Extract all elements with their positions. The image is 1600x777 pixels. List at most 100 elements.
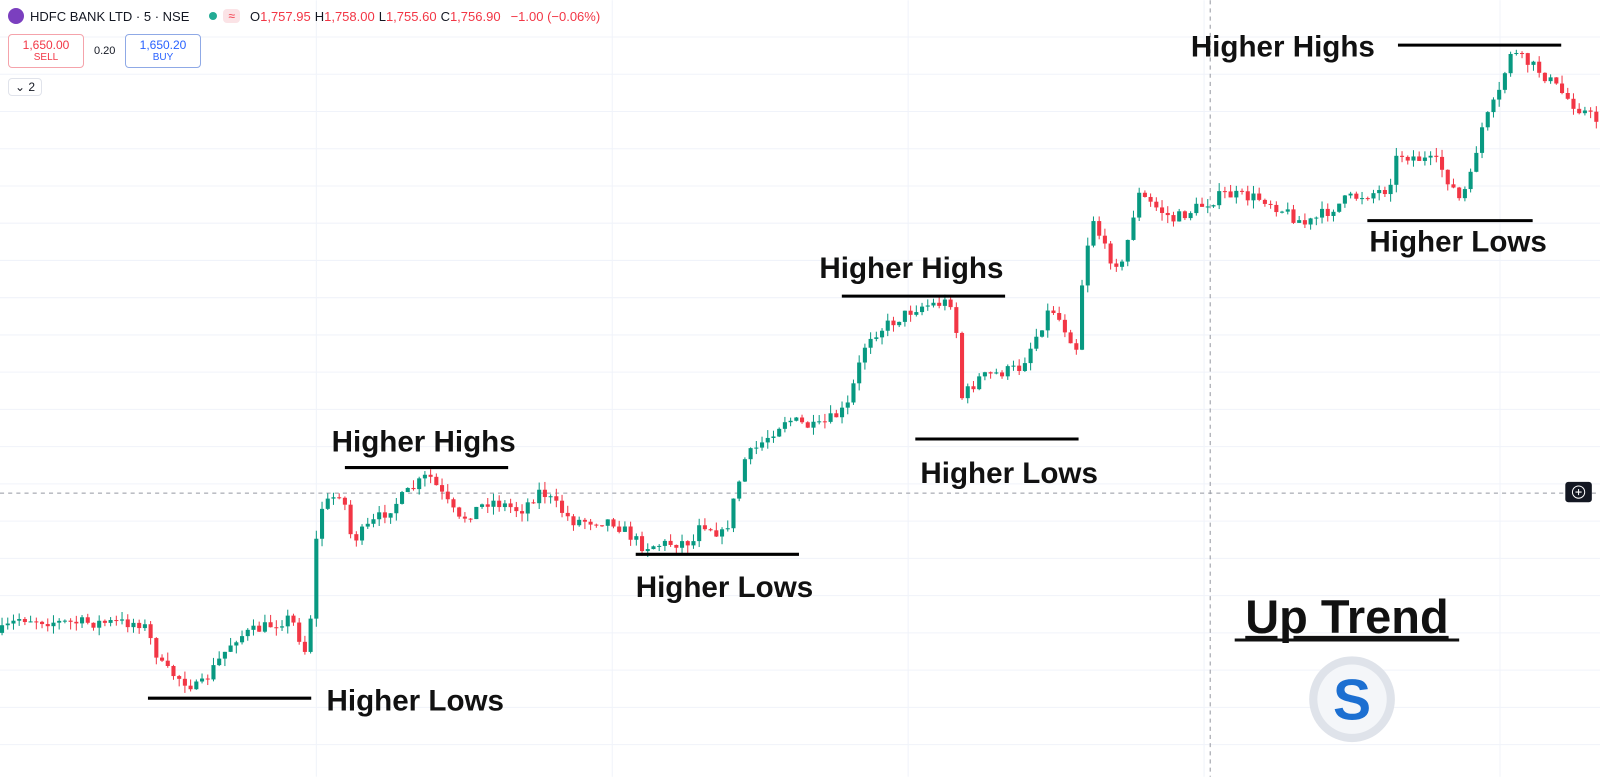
candle-body (365, 523, 370, 527)
candle-body (377, 512, 382, 520)
candle-body (451, 499, 456, 508)
candle-body (697, 525, 702, 542)
candle-body (674, 544, 679, 548)
annotation: Higher Highs (1191, 30, 1375, 63)
candle-body (194, 681, 199, 690)
candle-body (245, 629, 250, 637)
candle-body (325, 498, 330, 509)
candle-body (302, 641, 307, 652)
candle-body (760, 442, 765, 448)
candle-body (754, 447, 759, 449)
candle-body (777, 428, 782, 437)
candle-body (297, 622, 302, 642)
candle-body (1125, 239, 1130, 262)
candle-body (1074, 343, 1079, 350)
candle-body (1342, 195, 1347, 204)
candle-body (765, 437, 770, 443)
candle-body (422, 474, 427, 479)
candle-body (1291, 209, 1296, 223)
candle-body (525, 502, 530, 514)
candle-body (1222, 191, 1227, 193)
sell-button[interactable]: 1,650.00 SELL (8, 34, 84, 68)
candle-body (811, 421, 816, 428)
candle-body (462, 516, 467, 519)
candle-body (1182, 211, 1187, 219)
buy-label: BUY (152, 52, 174, 63)
candle-body (308, 618, 313, 652)
candle-body (1177, 211, 1182, 222)
candle-body (1302, 220, 1307, 225)
candle-body (1045, 310, 1050, 331)
candle-body (611, 519, 616, 527)
candle-body (485, 504, 490, 507)
candle-body (91, 622, 96, 628)
candle-body (57, 620, 62, 623)
annotation: Higher Highs (819, 252, 1003, 285)
candle-body (445, 491, 450, 500)
candle-body (1308, 218, 1313, 225)
candle-body (622, 526, 627, 532)
candle-body (262, 622, 267, 632)
candle-body (22, 619, 27, 623)
candle-body (514, 507, 519, 512)
candle-body (182, 678, 187, 686)
symbol[interactable]: HDFC BANK LTD · 5 · NSE (30, 8, 190, 24)
symbol-bar: HDFC BANK LTD · 5 · NSE ≈ O1,757.95 H1,75… (8, 8, 600, 24)
candle-body (1371, 193, 1376, 199)
candle-body (382, 512, 387, 518)
candle-body (840, 407, 845, 418)
buy-button[interactable]: 1,650.20 BUY (125, 34, 201, 68)
candle-body (640, 536, 645, 552)
candle-body (405, 487, 410, 493)
candle-body (360, 526, 365, 541)
candle-body (594, 524, 599, 526)
candle-body (1411, 156, 1416, 161)
candle-body (228, 645, 233, 652)
candle-body (1068, 332, 1073, 344)
candle-body (1405, 156, 1410, 161)
candle-body (885, 320, 890, 331)
candle-body (17, 619, 22, 621)
candle-body (845, 402, 850, 408)
candle-body (177, 676, 182, 679)
candle-body (1022, 363, 1027, 371)
candle-body (251, 625, 256, 630)
annotation: Higher Lows (327, 684, 504, 717)
candle-body (1400, 155, 1405, 157)
candle-body (371, 519, 376, 524)
candle-body (800, 417, 805, 423)
ohlc-value: 1,756.90 (449, 8, 501, 24)
svg-text:S: S (1333, 669, 1371, 733)
candle-body (1560, 83, 1565, 94)
candle-body (1320, 208, 1325, 218)
candle-body (1434, 155, 1439, 157)
candle-body (1480, 127, 1485, 153)
candle-body (902, 310, 907, 322)
candle-body (11, 620, 16, 624)
candle-body (1257, 193, 1262, 200)
candle-body (1531, 61, 1536, 65)
candle-body (1440, 156, 1445, 170)
candle-body (268, 622, 273, 628)
candle-body (1457, 187, 1462, 199)
candle-body (897, 321, 902, 326)
candle-body (45, 624, 50, 627)
candle-body (782, 422, 787, 429)
candle-body (937, 302, 942, 306)
candle-body (1365, 198, 1370, 200)
candle-body (40, 621, 45, 625)
candle-body (400, 492, 405, 504)
candle-body (1542, 72, 1547, 82)
candle-body (411, 487, 416, 490)
candle-body (994, 372, 999, 374)
candle-body (1565, 93, 1570, 99)
candle-body (1388, 184, 1393, 195)
indicators-toggle[interactable]: ⌄ 2 (8, 78, 43, 96)
candle-body (617, 526, 622, 532)
candle-body (1188, 213, 1193, 219)
sell-price: 1,650.00 (22, 38, 70, 52)
candle-body (1040, 330, 1045, 337)
candle-body (0, 625, 5, 633)
candle-body (788, 420, 793, 423)
